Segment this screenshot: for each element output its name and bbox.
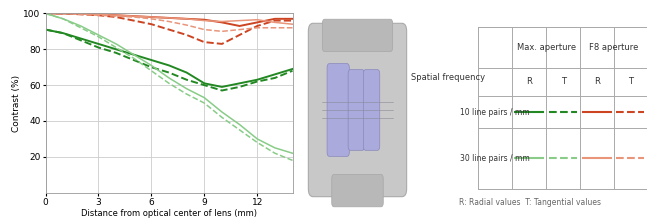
X-axis label: Distance from optical center of lens (mm): Distance from optical center of lens (mm…: [81, 209, 257, 218]
FancyBboxPatch shape: [332, 174, 384, 207]
FancyBboxPatch shape: [363, 70, 380, 150]
Text: R: R: [526, 77, 532, 86]
Bar: [478, 27, 647, 189]
Text: 10 line pairs / mm: 10 line pairs / mm: [460, 108, 530, 116]
Text: Max. aperture: Max. aperture: [517, 43, 576, 52]
Text: T: T: [560, 77, 566, 86]
Text: Spatial frequency: Spatial frequency: [411, 73, 485, 82]
FancyBboxPatch shape: [308, 23, 407, 197]
FancyBboxPatch shape: [348, 70, 365, 150]
Text: T: T: [628, 77, 633, 86]
Y-axis label: Contrast (%): Contrast (%): [12, 74, 21, 132]
Text: F8 aperture: F8 aperture: [589, 43, 638, 52]
Text: 30 line pairs / mm: 30 line pairs / mm: [460, 154, 530, 163]
Text: R: Radial values  T: Tangential values: R: Radial values T: Tangential values: [459, 198, 601, 207]
FancyBboxPatch shape: [327, 64, 349, 156]
FancyBboxPatch shape: [322, 19, 393, 52]
Text: R: R: [594, 77, 600, 86]
